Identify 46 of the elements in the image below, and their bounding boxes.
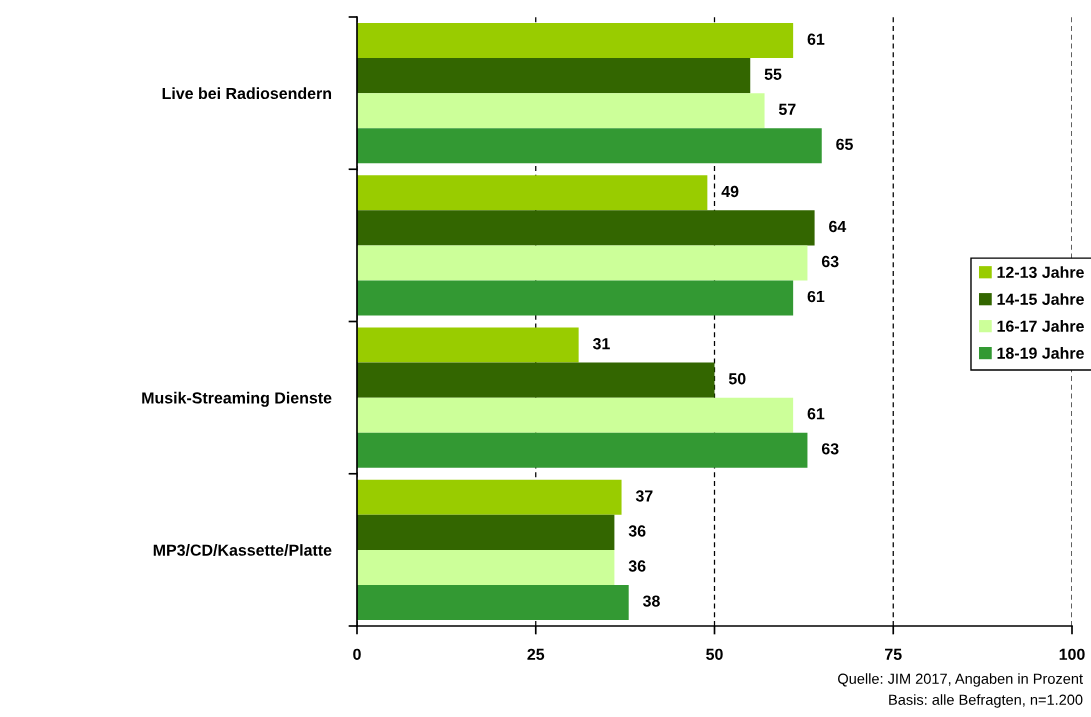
data-label: 50 (728, 373, 746, 385)
bar (357, 479, 622, 515)
x-tick-label: 50 (706, 648, 723, 660)
bar (357, 175, 708, 211)
data-label: 36 (628, 525, 646, 537)
y-tick-label: Live bei Radiosendern (162, 87, 332, 100)
data-label: 61 (807, 33, 825, 45)
bar (357, 514, 615, 550)
bar (357, 23, 794, 59)
data-label: 36 (628, 560, 646, 572)
y-tick-label: Musik-Streaming Dienste (142, 391, 332, 407)
x-tick-label: 100 (1059, 648, 1085, 660)
bar (357, 245, 808, 281)
data-label: 61 (807, 290, 825, 303)
data-label: 37 (635, 490, 653, 502)
bar (357, 280, 794, 316)
bar (357, 584, 629, 620)
bar (357, 397, 794, 433)
data-label: 57 (778, 103, 796, 115)
bar (357, 362, 715, 398)
legend-label: 12-13 Jahre (997, 266, 1084, 278)
bar (357, 58, 751, 94)
bar (357, 432, 808, 468)
legend-label: 16-17 Jahre (997, 320, 1084, 332)
data-label: 49 (721, 185, 739, 198)
legend-label: 18-19 Jahre (997, 347, 1084, 359)
x-tick-label: 75 (885, 648, 902, 660)
bar (357, 128, 822, 164)
data-label: 61 (807, 408, 825, 420)
x-tick-label: 0 (353, 648, 361, 660)
x-tick-label: 25 (527, 648, 545, 660)
source-note: Quelle: JIM 2017, Angaben in Prozent (838, 673, 1083, 687)
data-label: 65 (836, 138, 853, 150)
data-label: 64 (829, 220, 847, 233)
bar (357, 327, 579, 363)
data-label: 31 (592, 338, 610, 350)
bar (357, 210, 815, 246)
text: Basis: alle Befragten, n=1.200 (889, 694, 1083, 708)
bar (357, 93, 765, 129)
bar (357, 549, 615, 585)
data-label: 63 (821, 255, 839, 268)
y-tick-label: MP3/CD/Kassette/Platte (153, 544, 332, 556)
data-label: 55 (764, 68, 782, 80)
data-label: 63 (821, 443, 839, 455)
data-label: 38 (642, 595, 660, 607)
legend-label: 14-15 Jahre (997, 293, 1084, 305)
